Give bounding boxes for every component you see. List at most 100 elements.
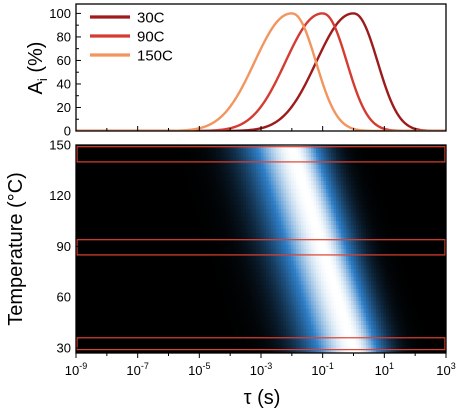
heatmap-cell [221, 217, 225, 222]
heatmap-cell [408, 221, 412, 226]
heatmap-cell [263, 177, 267, 182]
heatmap-cell [253, 233, 257, 238]
heatmap-cell [186, 193, 190, 198]
heatmap-cell [96, 249, 100, 254]
heatmap-cell [136, 157, 140, 162]
heatmap-cell [138, 221, 142, 226]
heatmap-cell [376, 233, 380, 238]
heatmap-cell [203, 205, 207, 210]
heatmap-cell [398, 189, 402, 194]
heatmap-cell [153, 161, 157, 166]
heatmap-cell [271, 249, 275, 254]
heatmap-cell [131, 165, 135, 170]
heatmap-cell [86, 221, 90, 226]
heatmap-cell [176, 273, 180, 278]
heatmap-cell [98, 249, 102, 254]
heatmap-cell [143, 169, 147, 174]
heatmap-cell [118, 157, 122, 162]
heatmap-cell [361, 257, 365, 262]
heatmap-cell [206, 189, 210, 194]
heatmap-cell [126, 157, 130, 162]
heatmap-cell [216, 193, 220, 198]
heatmap-cell [171, 173, 175, 178]
heatmap-cell [221, 205, 225, 210]
heatmap-cell [423, 161, 427, 166]
heatmap-cell [411, 245, 415, 250]
heatmap-cell [291, 257, 295, 262]
heatmap-cell [203, 193, 207, 198]
heatmap-cell [213, 229, 217, 234]
heatmap-cell [93, 201, 97, 206]
heatmap-cell [206, 277, 210, 282]
heatmap-cell [193, 185, 197, 190]
heatmap-cell [386, 149, 390, 154]
heatmap-cell [313, 245, 317, 250]
heatmap-cell [326, 213, 330, 218]
heatmap-cell [296, 153, 300, 158]
heatmap-cell [438, 161, 442, 166]
heatmap-cell [266, 185, 270, 190]
heatmap-cell [383, 161, 387, 166]
heatmap-cell [293, 205, 297, 210]
heatmap-cell [96, 261, 100, 266]
heatmap-cell [101, 277, 105, 282]
heatmap-cell [296, 161, 300, 166]
heatmap-cell [218, 257, 222, 262]
heatmap-cell [181, 269, 185, 274]
heatmap-cell [313, 169, 317, 174]
heatmap-cell [443, 181, 446, 186]
heatmap-cell [113, 149, 117, 154]
heatmap-cell [328, 257, 332, 262]
heatmap-cell [353, 225, 357, 230]
heatmap-cell [101, 149, 105, 154]
heatmap-cell [201, 221, 205, 226]
heatmap-cell [318, 233, 322, 238]
heatmap-cell [303, 181, 307, 186]
heatmap-cell [291, 145, 295, 150]
heatmap-cell [288, 149, 292, 154]
heatmap-cell [176, 165, 180, 170]
heatmap-cell [253, 173, 257, 178]
heatmap-cell [313, 189, 317, 194]
heatmap-cell [81, 269, 85, 274]
heatmap-cell [363, 229, 367, 234]
heatmap-cell [181, 221, 185, 226]
heatmap-cell [163, 193, 167, 198]
heatmap-cell [231, 269, 235, 274]
heatmap-cell [348, 177, 352, 182]
heatmap-cell [418, 249, 422, 254]
heatmap-cell [421, 201, 425, 206]
heatmap-cell [186, 249, 190, 254]
heatmap-cell [111, 197, 115, 202]
heatmap-cell [408, 165, 412, 170]
heatmap-cell [163, 265, 167, 270]
heatmap-cell [176, 201, 180, 206]
heatmap-cell [426, 145, 430, 150]
heatmap-cell [436, 249, 440, 254]
heatmap-cell [228, 201, 232, 206]
heatmap-cell [438, 217, 442, 222]
heatmap-cell [193, 213, 197, 218]
heatmap-cell [268, 233, 272, 238]
heatmap-cell [378, 201, 382, 206]
heatmap-cell [238, 173, 242, 178]
heatmap-cell [231, 217, 235, 222]
heatmap-cell [286, 261, 290, 266]
heatmap-cell [146, 265, 150, 270]
heatmap-cell [226, 233, 230, 238]
heatmap-cell [298, 153, 302, 158]
heatmap-cell [98, 209, 102, 214]
heatmap-cell [83, 261, 87, 266]
heatmap-cell [328, 197, 332, 202]
heatmap-cell [198, 217, 202, 222]
heatmap-cell [331, 209, 335, 214]
heatmap-cell [306, 209, 310, 214]
heatmap-cell [178, 273, 182, 278]
heatmap-cell [168, 273, 172, 278]
heatmap-cell [258, 181, 262, 186]
heatmap-cell [291, 157, 295, 162]
heatmap-cell [326, 221, 330, 226]
heatmap-cell [251, 273, 255, 278]
heatmap-cell [78, 249, 82, 254]
heatmap-cell [278, 169, 282, 174]
